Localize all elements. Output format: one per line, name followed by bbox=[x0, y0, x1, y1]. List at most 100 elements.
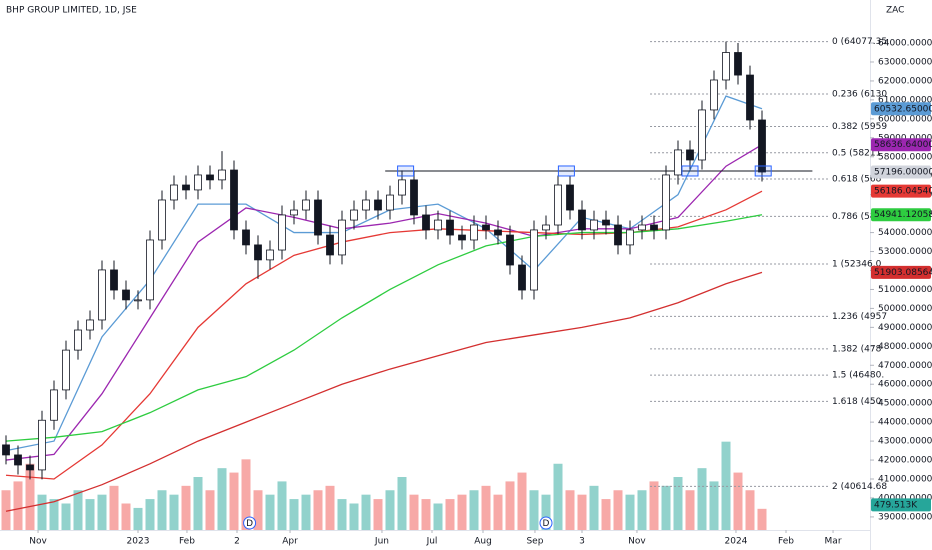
volume-bar bbox=[181, 485, 191, 530]
volume-bar bbox=[61, 503, 71, 530]
candle-body bbox=[2, 444, 10, 456]
candle-body bbox=[710, 79, 718, 111]
volume-bar bbox=[685, 490, 695, 530]
candle-body bbox=[374, 199, 382, 211]
event-label: D bbox=[246, 519, 253, 529]
volume-bar bbox=[145, 499, 155, 530]
price-tag bbox=[871, 184, 931, 198]
moving-average bbox=[5, 144, 763, 461]
fib-label: 1.618 (450 bbox=[832, 397, 882, 407]
volume-bar bbox=[553, 463, 563, 530]
y-tick-label: 41000.0000000 bbox=[878, 475, 932, 485]
y-tick-label: 61000.0000000 bbox=[878, 95, 932, 105]
candle-body bbox=[386, 194, 394, 211]
x-tick-label: Aug bbox=[474, 537, 492, 547]
price-tag-label: 57196.0000000 bbox=[874, 168, 932, 178]
candle-body bbox=[74, 329, 82, 351]
fib-label: 2 (40614.68 bbox=[832, 482, 887, 492]
candle-body bbox=[578, 209, 586, 231]
price-tag bbox=[871, 498, 931, 512]
volume-bar bbox=[697, 468, 707, 530]
candle-body bbox=[194, 174, 202, 191]
volume-bar bbox=[541, 494, 551, 530]
volume-bar bbox=[253, 490, 263, 530]
candle-body bbox=[62, 349, 70, 391]
volume-bar bbox=[49, 499, 59, 530]
x-tick-label: Feb bbox=[778, 537, 794, 547]
volume-bar bbox=[625, 494, 635, 530]
x-tick-label: Nov bbox=[628, 537, 646, 547]
pattern-box bbox=[557, 165, 575, 177]
volume-bar bbox=[337, 499, 347, 530]
fib-label: 0.382 (5959 bbox=[832, 122, 887, 132]
price-tag bbox=[871, 208, 931, 222]
chart-title: BHP GROUP LIMITED, 1D, JSE bbox=[6, 6, 137, 16]
price-tag bbox=[871, 165, 931, 179]
volume-bar bbox=[361, 494, 371, 530]
volume-bar bbox=[265, 494, 275, 530]
y-tick-label: 60000.0000000 bbox=[878, 114, 932, 124]
volume-bar bbox=[673, 477, 683, 530]
volume-bar bbox=[169, 494, 179, 530]
volume-bar bbox=[121, 503, 131, 530]
volume-bar bbox=[517, 472, 527, 530]
fib-label: 1.236 (4957 bbox=[832, 312, 887, 322]
candle-body bbox=[506, 234, 514, 266]
fib-label: 0.786 (548 bbox=[832, 212, 882, 222]
candle-body bbox=[290, 209, 298, 216]
candle-body bbox=[218, 169, 226, 181]
volume-bar bbox=[349, 503, 359, 530]
volume-bar bbox=[73, 490, 83, 530]
candle-body bbox=[746, 74, 754, 121]
x-tick-label: Nov bbox=[29, 537, 47, 547]
volume-bar bbox=[25, 463, 35, 530]
currency-label: ZAC bbox=[886, 6, 904, 16]
volume-bar bbox=[217, 468, 227, 530]
candle-body bbox=[254, 244, 262, 261]
volume-bar bbox=[193, 477, 203, 530]
y-tick-label: 39000.0000000 bbox=[878, 512, 932, 522]
x-tick-label: 3 bbox=[579, 537, 585, 547]
candle-body bbox=[590, 219, 598, 231]
volume-bar bbox=[505, 481, 515, 530]
candle-body bbox=[98, 269, 106, 321]
x-tick-label: Apr bbox=[282, 537, 298, 547]
y-tick-label: 48000.0000000 bbox=[878, 342, 932, 352]
volume-bar bbox=[433, 503, 443, 530]
x-tick-label: Jun bbox=[374, 537, 389, 547]
candle-body bbox=[302, 199, 310, 211]
candle-body bbox=[362, 199, 370, 211]
fib-label: 1.5 (46480. bbox=[832, 371, 884, 381]
moving-average bbox=[5, 214, 763, 442]
y-tick-label: 53000.0000000 bbox=[878, 247, 932, 257]
pattern-box bbox=[681, 165, 699, 177]
candle-body bbox=[170, 184, 178, 201]
candle-body bbox=[278, 214, 286, 251]
candle-body bbox=[722, 52, 730, 81]
volume-bar bbox=[241, 459, 251, 530]
volume-bar bbox=[721, 441, 731, 530]
candle-body bbox=[542, 224, 550, 231]
volume-bar bbox=[733, 472, 743, 530]
candle-body bbox=[482, 224, 490, 231]
candle-body bbox=[182, 184, 190, 191]
y-tick-label: 64000.0000000 bbox=[878, 39, 932, 49]
candle-body bbox=[758, 119, 766, 173]
price-tag-label: 60532.6500000 bbox=[874, 104, 932, 114]
fib-label: 0.618 (568 bbox=[832, 174, 882, 184]
fib-label: 0.5 (58211 bbox=[832, 148, 881, 158]
volume-bar bbox=[289, 499, 299, 530]
volume-bar bbox=[421, 499, 431, 530]
candle-body bbox=[686, 149, 694, 161]
y-tick-label: 50000.0000000 bbox=[878, 304, 932, 314]
candle-body bbox=[494, 229, 502, 236]
fib-label: 1.382 (478 bbox=[832, 344, 882, 354]
y-tick-label: 47000.0000000 bbox=[878, 361, 932, 371]
candle-body bbox=[122, 289, 130, 301]
y-tick-label: 58000.0000000 bbox=[878, 152, 932, 162]
volume-bar bbox=[133, 507, 143, 530]
volume-bar bbox=[397, 477, 407, 530]
candle-body bbox=[734, 52, 742, 76]
